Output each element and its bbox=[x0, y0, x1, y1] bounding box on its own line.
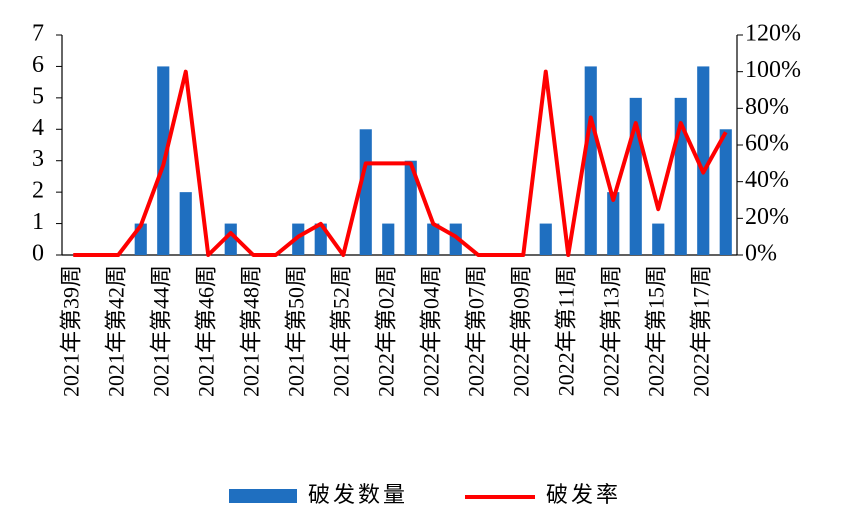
y-tick-label: 5 bbox=[32, 83, 44, 109]
y2-tick-label: 60% bbox=[745, 131, 789, 157]
bar bbox=[449, 223, 462, 255]
y-tick-label: 4 bbox=[32, 115, 44, 141]
bar bbox=[652, 223, 665, 255]
x-tick-label: 2022年第02周 bbox=[373, 265, 398, 397]
x-tick-label: 2022年第11周 bbox=[553, 265, 578, 396]
y-tick-label: 3 bbox=[32, 146, 44, 172]
y2-tick-label: 40% bbox=[745, 167, 789, 193]
x-tick-label: 2021年第42周 bbox=[103, 265, 128, 397]
y2-tick-label: 0% bbox=[745, 241, 777, 267]
legend-label: 破发数量 bbox=[308, 482, 408, 507]
bar bbox=[697, 66, 710, 255]
bar bbox=[382, 223, 395, 255]
bar bbox=[719, 129, 732, 255]
legend-label: 破发率 bbox=[546, 482, 621, 507]
bar bbox=[427, 223, 440, 255]
y-tick-label: 1 bbox=[32, 209, 44, 235]
bar bbox=[179, 192, 192, 255]
bar bbox=[404, 160, 417, 255]
bar bbox=[292, 223, 305, 255]
bar bbox=[584, 66, 597, 255]
x-tick-label: 2021年第50周 bbox=[283, 265, 308, 397]
bar bbox=[359, 129, 372, 255]
y-tick-label: 6 bbox=[32, 52, 44, 78]
x-tick-label: 2022年第13周 bbox=[598, 265, 623, 397]
y-tick-label: 0 bbox=[32, 241, 44, 267]
bar bbox=[224, 223, 237, 255]
bar bbox=[607, 192, 620, 255]
y2-tick-label: 20% bbox=[745, 204, 789, 230]
legend-swatch bbox=[229, 489, 297, 503]
x-tick-label: 2021年第52周 bbox=[328, 265, 353, 397]
x-tick-label: 2022年第04周 bbox=[418, 265, 443, 397]
x-tick-label: 2021年第46周 bbox=[193, 265, 218, 397]
x-tick-label: 2022年第07周 bbox=[463, 265, 488, 397]
y2-tick-label: 100% bbox=[745, 57, 801, 83]
x-tick-label: 2022年第09周 bbox=[508, 265, 533, 397]
x-tick-label: 2022年第15周 bbox=[643, 265, 668, 397]
y2-tick-label: 120% bbox=[745, 21, 801, 47]
y-tick-label: 7 bbox=[32, 21, 44, 47]
y-tick-label: 2 bbox=[32, 178, 44, 204]
x-tick-label: 2021年第44周 bbox=[148, 265, 173, 397]
x-tick-label: 2021年第39周 bbox=[58, 265, 83, 397]
x-tick-label: 2022年第17周 bbox=[688, 265, 713, 397]
bar bbox=[539, 223, 552, 255]
x-tick-label: 2021年第48周 bbox=[238, 265, 263, 397]
y2-tick-label: 80% bbox=[745, 94, 789, 120]
line bbox=[73, 69, 728, 257]
